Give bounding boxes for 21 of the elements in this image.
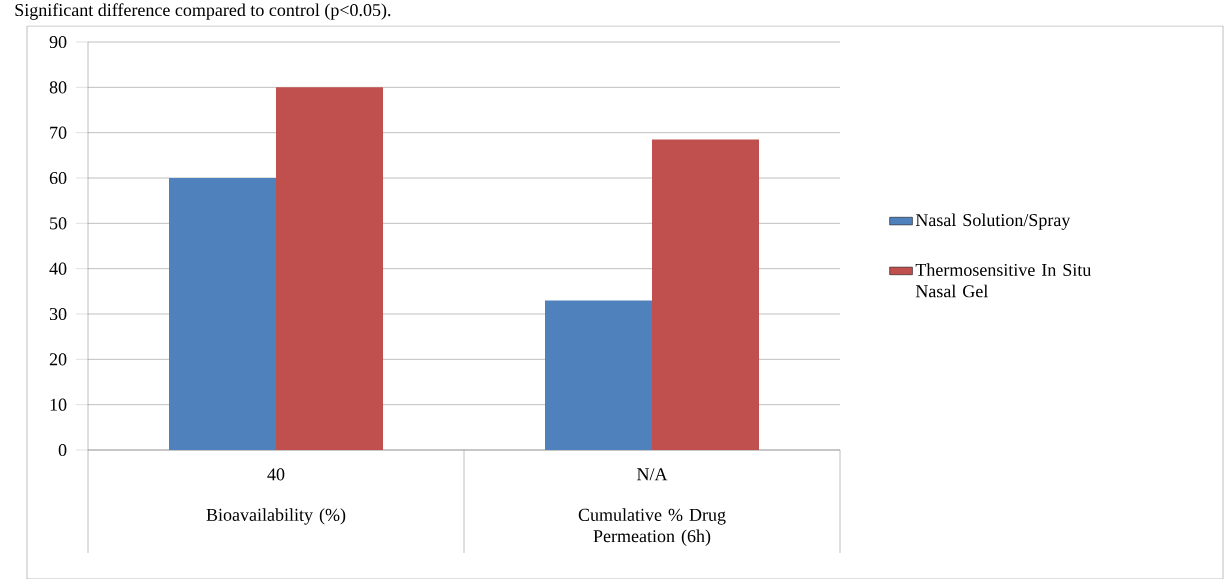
legend-label: Thermosensitive In Situ Nasal Gel (915, 263, 1092, 298)
bar (276, 87, 383, 450)
text: N/A (637, 468, 668, 481)
y-tick-label: 30 (49, 307, 67, 320)
y-tick-label: 80 (49, 81, 67, 94)
bar (652, 139, 759, 450)
legend-label: Nasal Solution/Spray (915, 213, 1071, 230)
y-tick-label: 90 (49, 35, 67, 48)
y-tick-label: 20 (49, 353, 67, 366)
y-tick-label: 50 (50, 217, 67, 230)
x-tick-label: Bioavailability (%) (206, 508, 346, 525)
y-tick-label: 0 (58, 443, 67, 456)
y-tick-label: 10 (50, 398, 67, 411)
bar (545, 300, 653, 450)
text: 40 (267, 468, 285, 481)
y-tick-label: 70 (50, 126, 67, 139)
y-tick-label: 60 (49, 171, 67, 184)
x-tick-label: Cumulative % Drug Permeation (6h) (578, 508, 726, 546)
chart-title: Significant difference compared to control (p<0.05). (15, 3, 391, 20)
bar (169, 177, 277, 450)
y-tick-label: 40 (49, 262, 67, 275)
